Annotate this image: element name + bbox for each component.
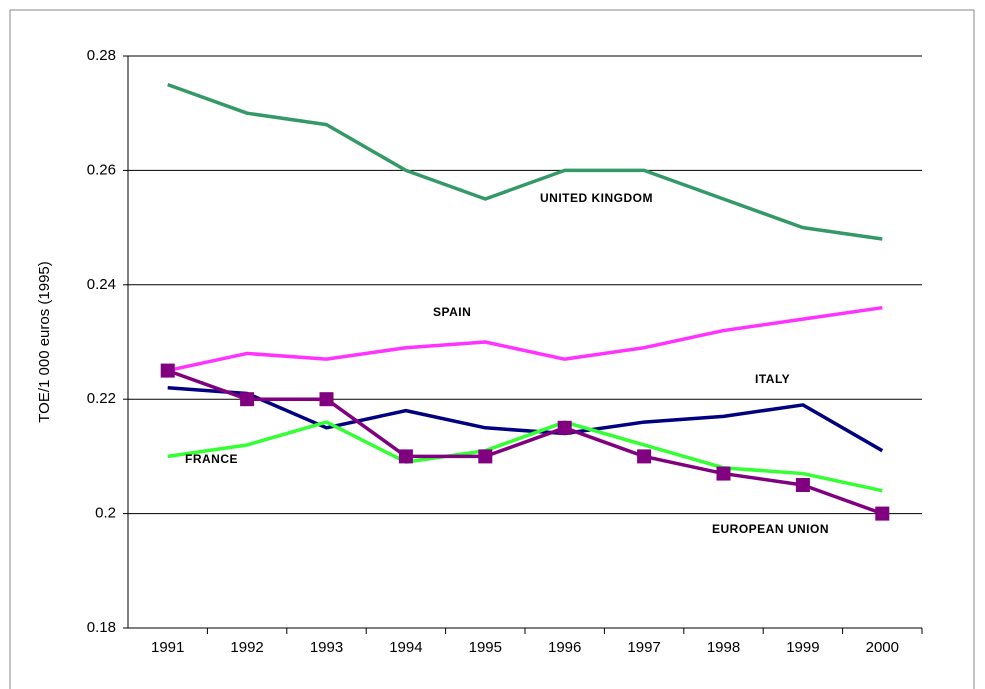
x-tick-label: 2000 [866,639,899,656]
series-label: ITALY [755,372,790,386]
series-line [167,82,883,241]
x-tick-label: 1998 [707,639,740,656]
marker [240,392,255,407]
marker [795,478,810,492]
series-line [167,305,883,373]
y-axis-label: TOE/1 000 euros (1995) [36,261,53,422]
series-line [167,420,883,493]
x-tick-label: 1993 [310,639,343,656]
x-tick-label: 1991 [151,639,184,656]
marker [557,420,572,435]
series-label: SPAIN [433,305,471,319]
x-tick-label: 1995 [469,639,502,656]
marker [637,449,652,464]
x-tick-label: 1997 [627,639,660,656]
y-tick-label: 0.2 [95,505,116,522]
series-line [167,368,883,516]
marker [875,506,890,521]
x-tick-label: 1999 [786,639,819,656]
marker [160,363,175,378]
chart-frame [9,9,975,689]
x-tick-label: 1996 [548,639,581,656]
y-tick-label: 0.24 [87,276,116,293]
y-tick-label: 0.22 [87,390,116,407]
y-tick-label: 0.18 [87,619,116,636]
marker [716,466,731,481]
x-tick-label: 1992 [230,639,263,656]
y-tick-label: 0.28 [87,47,116,64]
y-tick-label: 0.26 [87,161,116,178]
series-line [167,386,884,453]
marker [398,449,413,464]
series-label: FRANCE [185,452,238,466]
series-label: EUROPEAN UNION [712,522,829,536]
marker [319,392,334,407]
marker [478,449,493,464]
series-label: UNITED KINGDOM [540,191,653,205]
x-tick-label: 1994 [389,639,422,656]
